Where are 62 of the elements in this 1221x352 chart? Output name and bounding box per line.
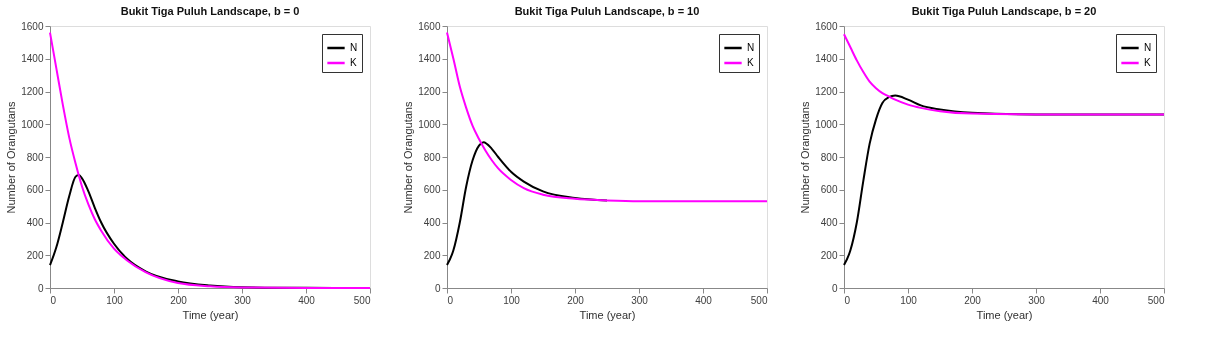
chart-title: Bukit Tiga Puluh Landscape, b = 0	[120, 5, 300, 17]
legend-label: N	[747, 42, 755, 53]
x-axis-title: Time (year)	[182, 308, 239, 321]
y-tick-label: 0	[434, 282, 441, 294]
x-tick-label: 0	[447, 294, 454, 306]
legend-label: N	[1144, 42, 1152, 53]
y-tick-label: 1000	[815, 118, 838, 130]
chart-title: Bukit Tiga Puluh Landscape, b = 10	[514, 5, 700, 17]
y-tick-label: 800	[26, 151, 44, 163]
x-axis-title: Time (year)	[976, 308, 1033, 321]
y-tick-label: 400	[26, 217, 44, 228]
x-tick-label: 500	[1147, 294, 1165, 306]
chart-title: Bukit Tiga Puluh Landscape, b = 20	[911, 5, 1097, 17]
y-tick-label: 1600	[418, 20, 441, 32]
y-axis-title: Number of Orangutans	[799, 101, 812, 214]
y-tick-label: 1200	[815, 86, 838, 97]
y-tick-label: 1200	[418, 86, 441, 97]
legend-label: K	[747, 57, 754, 68]
y-tick-label: 600	[26, 184, 44, 196]
x-tick-label: 0	[50, 294, 57, 306]
legend-label: K	[1144, 57, 1151, 68]
y-tick-label: 800	[820, 151, 838, 163]
x-tick-label: 300	[1028, 294, 1046, 306]
x-tick-label: 100	[503, 294, 521, 306]
x-axis-title: Time (year)	[579, 308, 636, 321]
y-tick-label: 1000	[418, 118, 441, 130]
x-tick-label: 400	[1092, 294, 1110, 306]
y-tick-label: 0	[831, 282, 838, 294]
line-series	[446, 31, 768, 203]
y-axis-title: Number of Orangutans	[402, 101, 415, 214]
x-tick-label: 400	[298, 294, 316, 306]
x-tick-label: 100	[106, 294, 124, 306]
y-tick-label: 200	[423, 249, 441, 261]
line-series	[843, 33, 1165, 116]
y-tick-label: 1400	[418, 53, 441, 65]
y-axis-title: Number of Orangutans	[5, 101, 18, 214]
y-tick-label: 800	[423, 151, 441, 163]
y-tick-label: 200	[820, 249, 838, 261]
x-tick-label: 200	[170, 294, 188, 306]
legend-label: K	[350, 57, 357, 68]
x-tick-label: 100	[900, 294, 918, 306]
x-tick-label: 200	[567, 294, 585, 306]
y-tick-label: 1400	[815, 53, 838, 65]
y-tick-label: 1600	[21, 20, 44, 32]
x-tick-label: 400	[695, 294, 713, 306]
x-tick-label: 200	[964, 294, 982, 306]
x-tick-label: 500	[353, 294, 371, 306]
legend-label: N	[350, 42, 358, 53]
x-tick-label: 300	[234, 294, 252, 306]
y-tick-label: 200	[26, 249, 44, 261]
x-tick-label: 0	[844, 294, 851, 306]
y-tick-label: 400	[820, 217, 838, 228]
y-tick-label: 400	[423, 217, 441, 228]
y-tick-label: 600	[820, 184, 838, 196]
x-tick-label: 500	[750, 294, 768, 306]
y-tick-label: 1400	[21, 53, 44, 65]
y-tick-label: 1000	[21, 118, 44, 130]
y-tick-label: 1600	[815, 20, 838, 32]
y-tick-label: 1200	[21, 86, 44, 97]
y-tick-label: 600	[423, 184, 441, 196]
y-tick-label: 0	[37, 282, 44, 294]
x-tick-label: 300	[631, 294, 649, 306]
